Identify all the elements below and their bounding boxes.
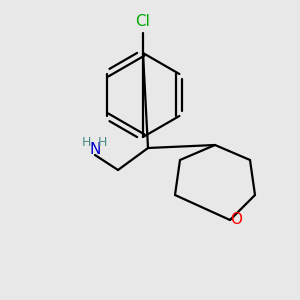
Text: H: H	[81, 136, 91, 149]
Text: Cl: Cl	[136, 14, 150, 29]
Text: N: N	[89, 142, 101, 158]
Text: H: H	[97, 136, 107, 149]
Text: O: O	[230, 212, 242, 227]
